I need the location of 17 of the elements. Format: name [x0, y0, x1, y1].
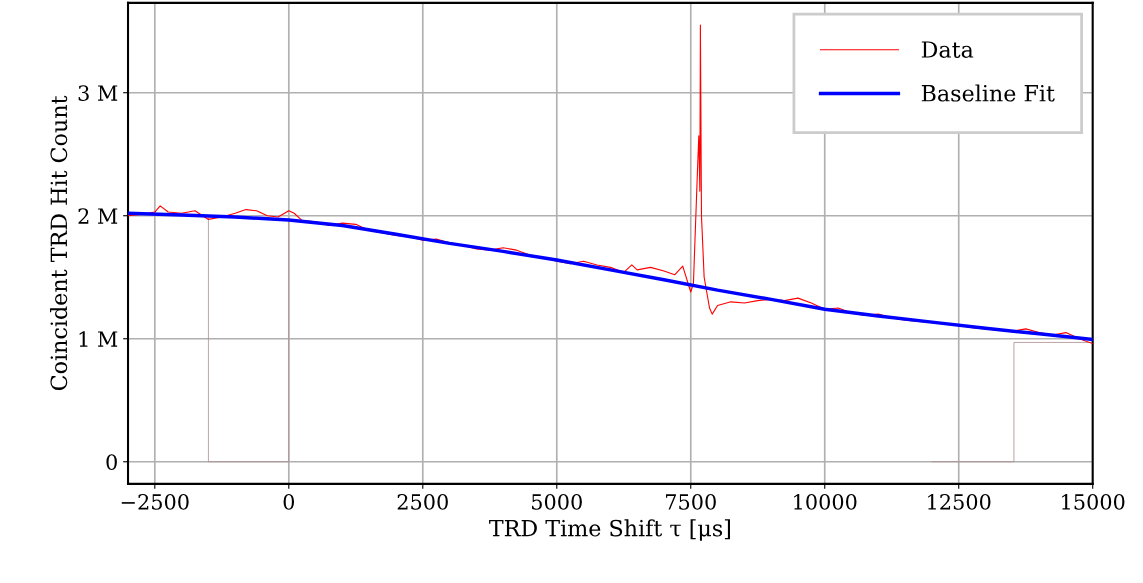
y-tick-label: 0 — [106, 454, 117, 470]
x-tick-label: 15000 — [1062, 493, 1125, 510]
y-tick-label: 1 M — [79, 331, 118, 347]
x-axis-title: TRD Time Shift τ [μs] — [489, 519, 730, 541]
x-tick-label: 7500 — [665, 493, 716, 510]
x-tick-label: 2500 — [397, 493, 448, 510]
line-series — [128, 211, 1093, 342]
y-tick-label: 3 M — [78, 85, 118, 101]
x-tick-label: 0 — [283, 493, 295, 510]
y-tick-label: 2 M — [78, 208, 118, 224]
x-tick-label: 5000 — [532, 493, 582, 510]
legend-label: Data — [921, 41, 974, 58]
y-axis-title: Coincident TRD Hit Count — [50, 95, 68, 391]
x-tick-label: −2500 — [121, 493, 189, 510]
x-tick-label: 10000 — [794, 493, 857, 510]
x-tick-label: 12500 — [928, 493, 991, 510]
legend-label: Baseline Fit — [921, 84, 1055, 102]
